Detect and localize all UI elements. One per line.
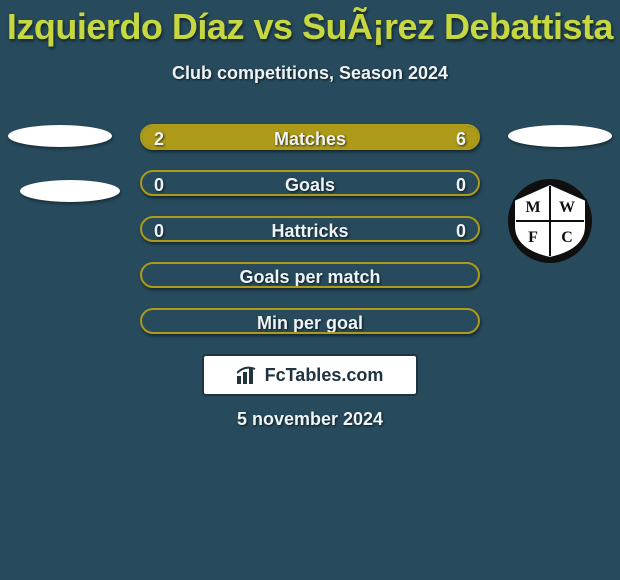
crest-letter-w: W (559, 199, 575, 216)
page-subtitle: Club competitions, Season 2024 (0, 63, 620, 84)
club-crest-right: M W F C (500, 178, 600, 264)
player-photo-placeholder-right (508, 125, 612, 147)
stat-label: Hattricks (142, 218, 478, 242)
crest-letter-m: M (525, 199, 540, 216)
page-title: Izquierdo Díaz vs SuÃ¡rez Debattista (0, 6, 620, 48)
crest-letter-f: F (528, 229, 538, 246)
stat-label: Matches (142, 126, 478, 150)
stat-bars-container: 2Matches60Goals00Hattricks0Goals per mat… (140, 124, 480, 354)
watermark: FcTables.com (202, 354, 418, 396)
stat-value-right: 6 (456, 126, 466, 150)
stat-value-right: 0 (456, 218, 466, 242)
stat-bar: Min per goal (140, 308, 480, 334)
stat-bar: 0Goals0 (140, 170, 480, 196)
stat-label: Goals (142, 172, 478, 196)
bar-chart-icon (237, 366, 259, 384)
crest-letter-c: C (561, 229, 573, 246)
stat-label: Goals per match (142, 264, 478, 288)
stat-bar: 2Matches6 (140, 124, 480, 150)
stat-value-right: 0 (456, 172, 466, 196)
stat-label: Min per goal (142, 310, 478, 334)
stat-bar: Goals per match (140, 262, 480, 288)
player-photo-placeholder-left-1 (8, 125, 112, 147)
player-photo-placeholder-left-2 (20, 180, 120, 202)
watermark-text: FcTables.com (265, 365, 384, 386)
stage: Izquierdo Díaz vs SuÃ¡rez Debattista Clu… (0, 0, 620, 580)
stat-bar: 0Hattricks0 (140, 216, 480, 242)
footer-date: 5 november 2024 (0, 409, 620, 430)
